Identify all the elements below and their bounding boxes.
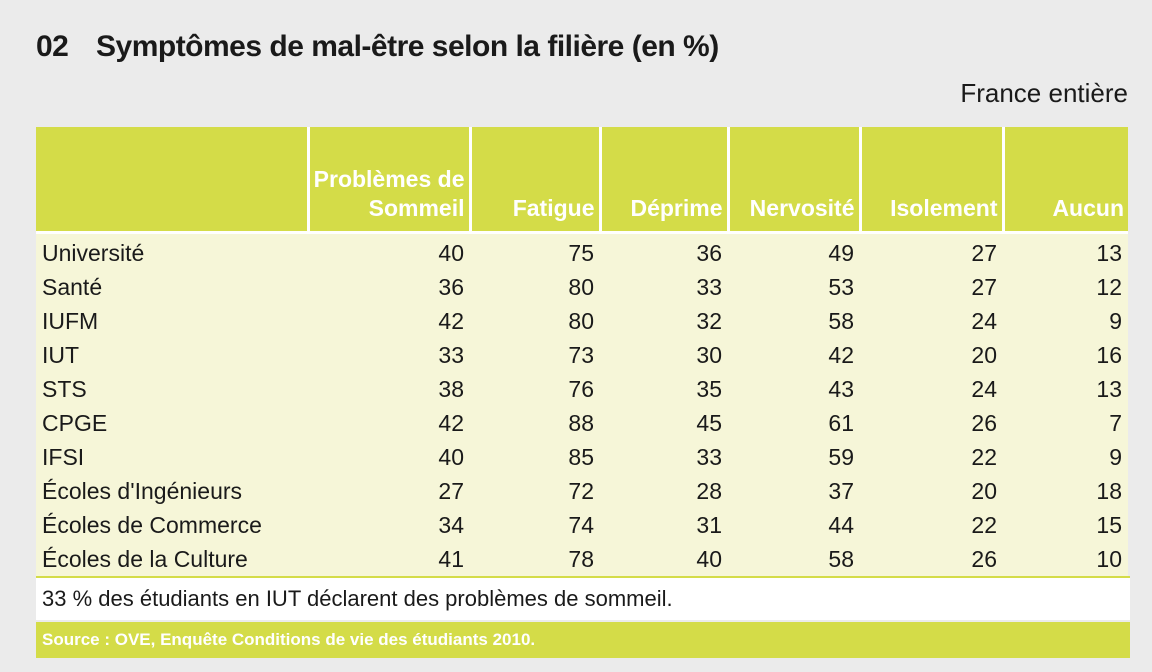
row: IUFM 42 80 32 58 24 9 bbox=[36, 304, 1128, 338]
table: Problèmes de Sommeil Fatigue Déprime Nervos… bbox=[36, 127, 1128, 576]
header-cell bbox=[36, 127, 308, 233]
cell: 22 bbox=[860, 440, 1003, 474]
cell: 15 bbox=[1003, 508, 1128, 542]
column-header: Aucun bbox=[1001, 127, 1128, 233]
cell: 16 bbox=[1003, 338, 1128, 372]
cell: 26 bbox=[860, 542, 1003, 576]
cell: 85 bbox=[470, 440, 600, 474]
title: Symptômes de mal-être selon la filière (… bbox=[96, 30, 719, 63]
cell: 27 bbox=[860, 270, 1003, 304]
cell: 73 bbox=[470, 338, 600, 372]
cell: 40 bbox=[600, 542, 728, 576]
cell: 42 bbox=[728, 338, 860, 372]
cell: 42 bbox=[308, 406, 470, 440]
cell: 75 bbox=[470, 231, 600, 270]
row: CPGE 42 88 45 61 26 7 bbox=[36, 406, 1128, 440]
cell: 33 bbox=[308, 338, 470, 372]
column-header: Déprime bbox=[598, 127, 728, 233]
cell: 72 bbox=[470, 474, 600, 508]
row-label: IUFM bbox=[36, 304, 308, 338]
note: 33 % des étudiants en IUT déclarent des … bbox=[36, 576, 1130, 620]
cell: 9 bbox=[1003, 440, 1128, 474]
row: IFSI 40 85 33 59 22 9 bbox=[36, 440, 1128, 474]
cell: 26 bbox=[860, 406, 1003, 440]
row-label: Écoles de la Culture bbox=[36, 542, 308, 576]
cell: 24 bbox=[860, 372, 1003, 406]
cell: 13 bbox=[1003, 372, 1128, 406]
cell: 36 bbox=[308, 270, 470, 304]
row: Écoles d'Ingénieurs 27 72 28 37 20 18 bbox=[36, 474, 1128, 508]
cell: 40 bbox=[308, 231, 470, 270]
header-row: Problèmes de Sommeil Fatigue Déprime Nervos… bbox=[36, 127, 1128, 233]
row-label: Écoles de Commerce bbox=[36, 508, 308, 542]
row-label: IFSI bbox=[36, 440, 308, 474]
cell: 43 bbox=[728, 372, 860, 406]
cell: 27 bbox=[308, 474, 470, 508]
cell: 12 bbox=[1003, 270, 1128, 304]
row: STS 38 76 35 43 24 13 bbox=[36, 372, 1128, 406]
row: Santé 36 80 33 53 27 12 bbox=[36, 270, 1128, 304]
cell: 45 bbox=[600, 406, 728, 440]
cell: 27 bbox=[860, 231, 1003, 270]
cell: 44 bbox=[728, 508, 860, 542]
column-header: Problèmes de Sommeil bbox=[306, 127, 470, 233]
cell: 31 bbox=[600, 508, 728, 542]
row-label: Santé bbox=[36, 270, 308, 304]
cell: 13 bbox=[1003, 231, 1128, 270]
cell: 58 bbox=[728, 542, 860, 576]
row: IUT 33 73 30 42 20 16 bbox=[36, 338, 1128, 372]
cell: 80 bbox=[470, 270, 600, 304]
cell: 80 bbox=[470, 304, 600, 338]
cell: 35 bbox=[600, 372, 728, 406]
row: Université 40 75 36 49 27 13 bbox=[36, 231, 1128, 270]
cell: 20 bbox=[860, 338, 1003, 372]
cell: 9 bbox=[1003, 304, 1128, 338]
cell: 49 bbox=[728, 231, 860, 270]
cell: 28 bbox=[600, 474, 728, 508]
cell: 32 bbox=[600, 304, 728, 338]
cell: 18 bbox=[1003, 474, 1128, 508]
cell: 88 bbox=[470, 406, 600, 440]
row-label: IUT bbox=[36, 338, 308, 372]
table-box: Problèmes de Sommeil Fatigue Déprime Nervos… bbox=[36, 127, 1130, 658]
cell: 38 bbox=[308, 372, 470, 406]
row-label: Écoles d'Ingénieurs bbox=[36, 474, 308, 508]
column-header: Isolement bbox=[858, 127, 1003, 233]
cell: 74 bbox=[470, 508, 600, 542]
cell: 37 bbox=[728, 474, 860, 508]
cell: 36 bbox=[600, 231, 728, 270]
row-label: Université bbox=[36, 231, 308, 270]
cell: 34 bbox=[308, 508, 470, 542]
cell: 33 bbox=[600, 270, 728, 304]
row: Écoles de Commerce 34 74 31 44 22 15 bbox=[36, 508, 1128, 542]
cell: 20 bbox=[860, 474, 1003, 508]
cell: 41 bbox=[308, 542, 470, 576]
cell: 7 bbox=[1003, 406, 1128, 440]
cell: 30 bbox=[600, 338, 728, 372]
cell: 59 bbox=[728, 440, 860, 474]
cell: 24 bbox=[860, 304, 1003, 338]
cell: 58 bbox=[728, 304, 860, 338]
cell: 22 bbox=[860, 508, 1003, 542]
scope: France entière bbox=[960, 78, 1128, 108]
cell: 61 bbox=[728, 406, 860, 440]
source: Source : OVE, Enquête Conditions de vie … bbox=[36, 622, 1130, 658]
figure-number: 02 bbox=[36, 30, 69, 63]
column-header: Nervosité bbox=[726, 127, 860, 233]
cell: 53 bbox=[728, 270, 860, 304]
cell: 42 bbox=[308, 304, 470, 338]
row-label: STS bbox=[36, 372, 308, 406]
row-label: CPGE bbox=[36, 406, 308, 440]
cell: 78 bbox=[470, 542, 600, 576]
cell: 33 bbox=[600, 440, 728, 474]
cell: 76 bbox=[470, 372, 600, 406]
cell: 10 bbox=[1003, 542, 1128, 576]
cell: 40 bbox=[308, 440, 470, 474]
row: Écoles de la Culture 41 78 40 58 26 10 bbox=[36, 542, 1128, 576]
column-header: Fatigue bbox=[468, 127, 600, 233]
